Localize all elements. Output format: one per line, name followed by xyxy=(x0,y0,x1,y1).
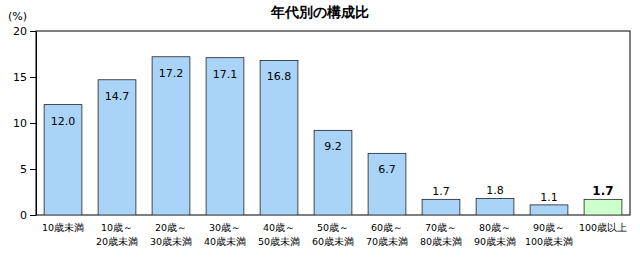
bar xyxy=(584,199,622,215)
x-tick-label: 60歳～70歳未満 xyxy=(366,222,408,247)
bars xyxy=(44,57,622,215)
data-label: 17.1 xyxy=(213,68,238,81)
y-tick-label: 15 xyxy=(13,71,27,84)
y-axis-line xyxy=(36,32,37,216)
x-tick-label: 40歳～50歳未満 xyxy=(258,222,300,247)
x-tick-label: 50歳～60歳未満 xyxy=(312,222,354,247)
y-tick-label: 5 xyxy=(20,163,27,176)
bar xyxy=(98,80,136,215)
x-axis: 10歳未満 10歳～20歳未満 20歳～30歳未満 30歳～40歳未満 40歳～50歳未… xyxy=(42,222,627,247)
x-tick-label: 10歳未満 xyxy=(42,222,84,233)
data-label: 12.0 xyxy=(51,115,76,128)
bar xyxy=(260,60,298,215)
y-axis-title: (%) xyxy=(8,10,27,23)
bar xyxy=(314,130,352,215)
bar xyxy=(422,199,460,215)
x-tick-label: 100歳以上 xyxy=(579,222,627,233)
plot: 0 5 10 15 20 10歳未満 10歳～20歳未満 20歳～30歳未満 30歳～40歳未満… xyxy=(13,25,630,247)
bar xyxy=(152,57,190,215)
data-label: 1.7 xyxy=(592,184,613,198)
y-tick-label: 20 xyxy=(13,25,27,38)
y-tick-mark xyxy=(30,215,36,216)
y-tick-label: 0 xyxy=(20,209,27,222)
data-label: 1.1 xyxy=(540,191,558,204)
data-labels: 12.0 14.7 17.2 17.1 16.8 9.2 6.7 1.7 1.8 1.1 1.7 xyxy=(51,67,614,204)
bar xyxy=(530,205,568,215)
bar xyxy=(44,105,82,215)
plot-frame xyxy=(36,31,630,215)
y-tick-mark xyxy=(30,169,36,170)
data-label: 14.7 xyxy=(105,90,130,103)
y-tick-mark xyxy=(30,31,36,32)
x-tick-label: 90歳～100歳未満 xyxy=(525,222,573,247)
y-tick: 0 xyxy=(20,209,36,222)
data-label: 1.7 xyxy=(432,185,450,198)
y-tick-mark xyxy=(30,77,36,78)
x-tick-label: 80歳～90歳未満 xyxy=(474,222,516,247)
data-label: 1.8 xyxy=(486,184,504,197)
title: 年代別の構成比 xyxy=(270,4,369,20)
chart: 年代別の構成比 (%) 0 5 10 15 20 10歳未満 10歳～20歳未満 20歳～30歳未… xyxy=(0,0,640,263)
data-label: 17.2 xyxy=(159,67,184,80)
x-tick-label: 20歳～30歳未満 xyxy=(150,222,192,247)
x-tick-label: 70歳～80歳未満 xyxy=(420,222,462,247)
y-tick: 5 xyxy=(20,163,36,176)
y-tick: 15 xyxy=(13,71,36,84)
x-tick-label: 10歳～20歳未満 xyxy=(96,222,138,247)
data-label: 6.7 xyxy=(378,163,396,176)
y-axis: 0 5 10 15 20 xyxy=(13,25,37,222)
data-label: 9.2 xyxy=(324,140,342,153)
y-tick-label: 10 xyxy=(13,117,27,130)
data-label: 16.8 xyxy=(267,70,292,83)
y-tick-mark xyxy=(30,123,36,124)
bar xyxy=(206,58,244,215)
x-tick-label: 30歳～40歳未満 xyxy=(204,222,246,247)
bar xyxy=(476,198,514,215)
bar xyxy=(368,153,406,215)
y-tick: 10 xyxy=(13,117,36,130)
y-tick: 20 xyxy=(13,25,36,38)
